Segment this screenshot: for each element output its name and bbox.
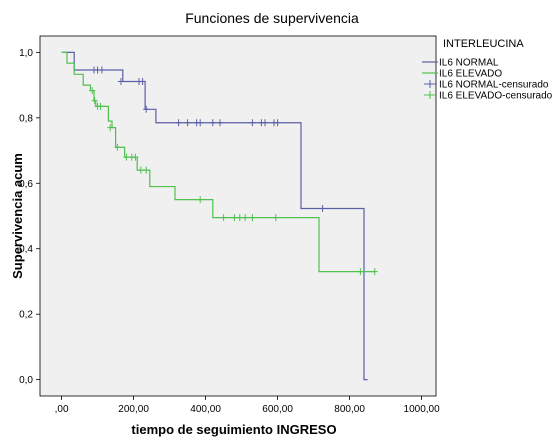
legend-label: IL6 NORMAL bbox=[439, 58, 499, 69]
censor-marker bbox=[91, 97, 98, 105]
censor-marker bbox=[107, 124, 114, 132]
censor-marker bbox=[137, 166, 144, 174]
censor-marker bbox=[132, 153, 139, 161]
censor-marker bbox=[249, 214, 256, 222]
legend-label: IL6 ELEVADO bbox=[439, 69, 502, 80]
censor-marker bbox=[114, 143, 121, 151]
censor-marker bbox=[175, 119, 182, 127]
legend-title: INTERLEUCINA bbox=[443, 38, 524, 50]
x-tick-label: 400,00 bbox=[190, 404, 221, 415]
censor-marker bbox=[236, 214, 243, 222]
censor-marker bbox=[139, 77, 146, 85]
y-tick-label: 0,0 bbox=[19, 375, 33, 386]
censor-marker bbox=[118, 77, 124, 85]
censor-marker bbox=[123, 153, 130, 161]
y-tick-label: 0,6 bbox=[19, 179, 33, 190]
censor-marker bbox=[197, 196, 204, 204]
series-1 bbox=[61, 51, 378, 276]
censor-marker bbox=[371, 268, 378, 276]
censor-marker bbox=[89, 87, 96, 95]
censor-marker bbox=[220, 214, 227, 222]
censor-marker bbox=[357, 268, 364, 276]
legend-entry: IL6 NORMAL bbox=[422, 58, 499, 69]
censor-marker bbox=[249, 119, 256, 127]
y-tick-label: 1,0 bbox=[19, 48, 33, 59]
series-0 bbox=[61, 51, 368, 381]
axis-ticks: ,00 200,00 400,00 600,00 800,00 1000,00 0,0 0,2… bbox=[19, 48, 440, 415]
censor-marker bbox=[319, 204, 326, 212]
x-tick-label: 1000,00 bbox=[404, 404, 441, 415]
y-axis-label: Supervivencia acum bbox=[10, 153, 25, 279]
chart-title: Funciones de supervivencia bbox=[185, 10, 359, 26]
censor-marker bbox=[97, 102, 104, 110]
x-axis-label: tiempo de seguimiento INGRESO bbox=[131, 422, 336, 437]
censor-marker bbox=[143, 166, 150, 174]
censor-marker bbox=[217, 119, 223, 127]
x-tick-label: 600,00 bbox=[262, 404, 293, 415]
censor-marker bbox=[143, 105, 150, 113]
censor-marker bbox=[274, 119, 281, 127]
censor-marker bbox=[272, 214, 279, 222]
legend-entry: IL6 ELEVADO-censurado bbox=[424, 91, 553, 102]
y-tick-label: 0,4 bbox=[19, 244, 33, 255]
legend-entry: IL6 NORMAL-censurado bbox=[424, 80, 549, 91]
censor-marker bbox=[98, 66, 105, 74]
censor-marker bbox=[209, 119, 216, 127]
censor-marker bbox=[242, 214, 249, 222]
legend-swatch bbox=[424, 80, 436, 88]
series-layer bbox=[61, 51, 378, 381]
legend-label: IL6 NORMAL-censurado bbox=[439, 80, 549, 91]
censor-marker bbox=[231, 214, 238, 222]
censor-marker bbox=[262, 119, 268, 127]
survival-step-line bbox=[61, 51, 368, 381]
censor-marker bbox=[197, 119, 204, 127]
censor-marker bbox=[184, 119, 191, 127]
survival-step-line bbox=[61, 51, 375, 273]
legend-entry: IL6 ELEVADO bbox=[422, 69, 502, 80]
legend-swatch bbox=[424, 91, 436, 99]
x-tick-label: 200,00 bbox=[118, 404, 149, 415]
plot-area bbox=[39, 35, 437, 397]
y-tick-label: 0,8 bbox=[19, 113, 33, 124]
x-tick-label: ,00 bbox=[55, 404, 69, 415]
legend-label: IL6 ELEVADO-censurado bbox=[439, 91, 553, 102]
x-tick-label: 800,00 bbox=[334, 404, 365, 415]
y-tick-label: 0,2 bbox=[19, 310, 33, 321]
